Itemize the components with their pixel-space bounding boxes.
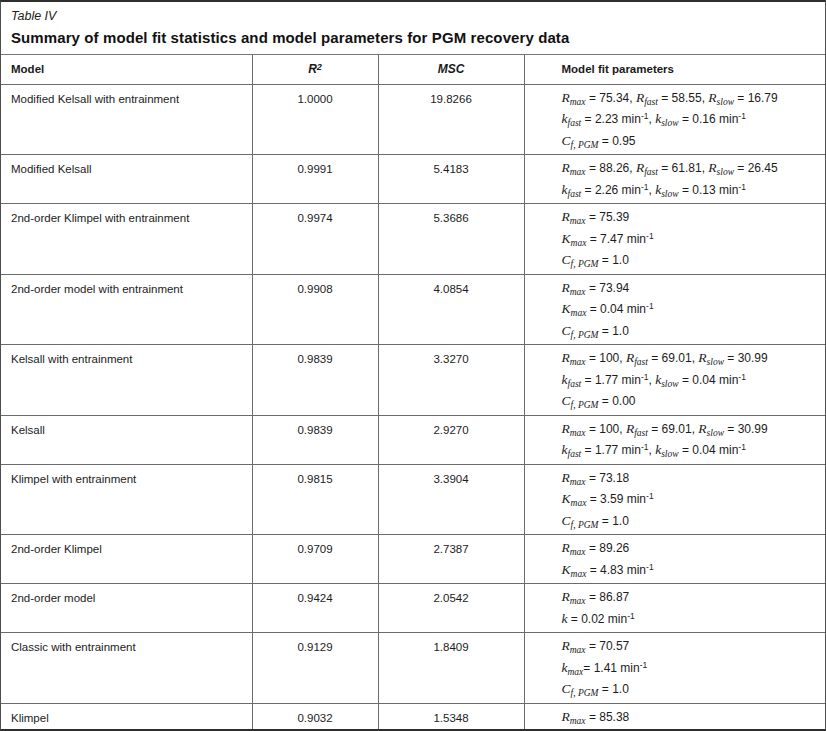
table-row: 2nd-order model with entrainment0.99084.… xyxy=(1,274,825,345)
parameter-line: kfast = 1.77 min-1, kslow = 0.04 min-1 xyxy=(562,440,822,462)
model-name-cell: 2nd-order Klimpel xyxy=(1,535,252,584)
model-name-cell: 2nd-order model xyxy=(1,584,252,633)
msc-value-cell: 5.4183 xyxy=(378,155,524,204)
parameter-line: kfast = 1.77 min-1, kslow = 0.04 min-1 xyxy=(562,370,822,392)
model-name-cell: Modified Kelsall with entrainment xyxy=(1,84,252,155)
model-fit-parameters-cell: Rmax = 88.26, Rfast = 61.81, Rslow = 26.… xyxy=(524,155,825,204)
r2-value-cell: 0.9424 xyxy=(252,584,378,633)
parameter-line: Cf, PGM = 0.00 xyxy=(562,391,822,413)
parameter-line: Rmax = 89.26 xyxy=(562,538,822,560)
table-title-block: Table IV Summary of model fit statistics… xyxy=(1,2,825,55)
parameter-line: kfast = 2.26 min-1, kslow = 0.13 min-1 xyxy=(562,180,822,202)
model-name-cell: 2nd-order Klimpel with entrainment xyxy=(1,204,252,275)
r2-value-cell: 0.9129 xyxy=(252,633,378,704)
table-row: 2nd-order Klimpel with entrainment0.9974… xyxy=(1,204,825,275)
parameter-line: Cf, PGM = 1.0 xyxy=(562,679,822,701)
table-row: Modified Kelsall with entrainment1.00001… xyxy=(1,84,825,155)
table-row: Kelsall with entrainment0.98393.3270Rmax… xyxy=(1,345,825,416)
parameter-line: kfast = 2.23 min-1, kslow = 0.16 min-1 xyxy=(562,109,822,131)
msc-value-cell: 3.3904 xyxy=(378,464,524,535)
parameter-line: Cf, PGM = 1.0 xyxy=(562,321,822,343)
parameter-line: k = 0.02 min-1 xyxy=(562,609,822,631)
msc-value-cell: 5.3686 xyxy=(378,204,524,275)
msc-value-cell: 2.0542 xyxy=(378,584,524,633)
parameter-line: Rmax = 73.94 xyxy=(562,278,822,300)
r2-value-cell: 0.9839 xyxy=(252,415,378,464)
table-row: Classic with entrainment0.91291.8409Rmax… xyxy=(1,633,825,704)
table-row: Modified Kelsall0.99915.4183 Rmax = 88.26… xyxy=(1,155,825,204)
column-header-model: Model xyxy=(1,55,252,84)
msc-value-cell: 4.0854 xyxy=(378,274,524,345)
parameter-line: Cf, PGM = 1.0 xyxy=(562,250,822,272)
table-number-label: Table IV xyxy=(11,9,813,23)
paper-table-figure: Table IV Summary of model fit statistics… xyxy=(0,0,826,731)
model-fit-parameters-cell: Rmax = 73.18Kmax = 3.59 min-1Cf, PGM = 1… xyxy=(524,464,825,535)
msc-value-cell: 3.3270 xyxy=(378,345,524,416)
r2-value-cell: 0.9908 xyxy=(252,274,378,345)
parameter-line: Rmax = 100, Rfast = 69.01, Rslow = 30.99 xyxy=(562,419,822,441)
model-fit-parameters-cell: Rmax = 100, Rfast = 69.01, Rslow = 30.99… xyxy=(524,345,825,416)
msc-value-cell: 2.9270 xyxy=(378,415,524,464)
parameter-line: kmax= 1.41 min-1 xyxy=(562,658,822,680)
model-name-cell: Modified Kelsall xyxy=(1,155,252,204)
model-name-cell: 2nd-order model with entrainment xyxy=(1,274,252,345)
table-row: Klimpel0.90321.5348Rmax = 85.38Kmax = 2.… xyxy=(1,703,825,731)
table-header-row: ModelR2MSCModel fit parameters xyxy=(1,55,825,84)
parameter-line: Rmax = 88.26, Rfast = 61.81, Rslow = 26.… xyxy=(562,158,822,180)
r2-value-cell: 0.9991 xyxy=(252,155,378,204)
model-name-cell: Kelsall with entrainment xyxy=(1,345,252,416)
model-fit-parameters-cell: Rmax = 85.38Kmax = 2.73 min-1 xyxy=(524,703,825,731)
parameter-line: Rmax = 70.57 xyxy=(562,636,822,658)
column-header-params: Model fit parameters xyxy=(524,55,825,84)
r2-value-cell: 1.0000 xyxy=(252,84,378,155)
model-fit-parameters-cell: Rmax = 89.26Kmax = 4.83 min-1 xyxy=(524,535,825,584)
table-row: Kelsall0.98392.9270Rmax = 100, Rfast = 6… xyxy=(1,415,825,464)
parameter-line: Rmax = 75.34, Rfast = 58.55, Rslow = 16.… xyxy=(562,88,822,110)
parameter-line: Cf, PGM = 1.0 xyxy=(562,511,822,533)
parameter-line: Kmax = 4.83 min-1 xyxy=(562,560,822,582)
model-fit-parameters-cell: Rmax = 70.57kmax= 1.41 min-1Cf, PGM = 1.… xyxy=(524,633,825,704)
model-name-cell: Klimpel xyxy=(1,703,252,731)
table-row: 2nd-order model0.94242.0542Rmax = 86.87k… xyxy=(1,584,825,633)
msc-value-cell: 1.5348 xyxy=(378,703,524,731)
parameter-line: Cf, PGM = 0.95 xyxy=(562,131,822,153)
table-row: Klimpel with entrainment0.98153.3904Rmax… xyxy=(1,464,825,535)
msc-value-cell: 2.7387 xyxy=(378,535,524,584)
model-name-cell: Kelsall xyxy=(1,415,252,464)
model-fit-parameters-cell: Rmax = 75.39Kmax = 7.47 min-1Cf, PGM = 1… xyxy=(524,204,825,275)
parameter-line: Rmax = 86.87 xyxy=(562,587,822,609)
table-title: Summary of model fit statistics and mode… xyxy=(11,29,813,46)
r2-value-cell: 0.9815 xyxy=(252,464,378,535)
table-row: 2nd-order Klimpel0.97092.7387Rmax = 89.2… xyxy=(1,535,825,584)
parameter-line: Kmax = 0.04 min-1 xyxy=(562,299,822,321)
column-header-r2: R2 xyxy=(252,55,378,84)
model-fit-table: ModelR2MSCModel fit parameters Modified … xyxy=(1,55,825,731)
model-fit-parameters-cell: Rmax = 75.34, Rfast = 58.55, Rslow = 16.… xyxy=(524,84,825,155)
parameter-line: Kmax = 3.59 min-1 xyxy=(562,489,822,511)
parameter-line: Rmax = 73.18 xyxy=(562,468,822,490)
parameter-line: Rmax = 100, Rfast = 69.01, Rslow = 30.99 xyxy=(562,348,822,370)
parameter-line: Rmax = 85.38 xyxy=(562,707,822,729)
model-fit-parameters-cell: Rmax = 73.94Kmax = 0.04 min-1Cf, PGM = 1… xyxy=(524,274,825,345)
r2-value-cell: 0.9974 xyxy=(252,204,378,275)
msc-value-cell: 1.8409 xyxy=(378,633,524,704)
model-fit-parameters-cell: Rmax = 86.87k = 0.02 min-1 xyxy=(524,584,825,633)
parameter-line: Kmax = 7.47 min-1 xyxy=(562,229,822,251)
r2-value-cell: 0.9709 xyxy=(252,535,378,584)
column-header-msc: MSC xyxy=(378,55,524,84)
model-name-cell: Classic with entrainment xyxy=(1,633,252,704)
model-fit-parameters-cell: Rmax = 100, Rfast = 69.01, Rslow = 30.99… xyxy=(524,415,825,464)
r2-value-cell: 0.9032 xyxy=(252,703,378,731)
r2-value-cell: 0.9839 xyxy=(252,345,378,416)
msc-value-cell: 19.8266 xyxy=(378,84,524,155)
parameter-line: Rmax = 75.39 xyxy=(562,207,822,229)
model-name-cell: Klimpel with entrainment xyxy=(1,464,252,535)
